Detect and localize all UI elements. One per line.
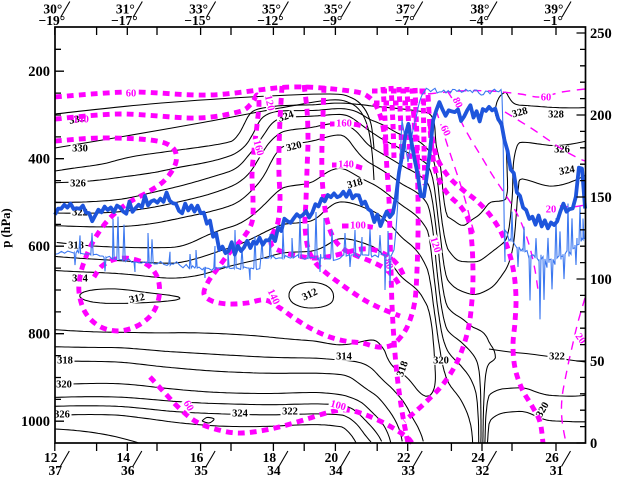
svg-text:140: 140	[338, 160, 354, 171]
svg-text:1000: 1000	[21, 414, 50, 430]
svg-text:318: 318	[346, 177, 364, 192]
svg-text:328: 328	[548, 110, 564, 121]
svg-text:50: 50	[590, 354, 605, 370]
svg-text:33°: 33°	[189, 2, 208, 17]
svg-text:120: 120	[262, 94, 276, 112]
svg-text:322: 322	[282, 407, 298, 418]
svg-text:34: 34	[267, 463, 281, 476]
svg-text:160: 160	[336, 119, 352, 130]
svg-text:16: 16	[190, 450, 204, 465]
svg-text:318: 318	[395, 360, 411, 379]
svg-text:26: 26	[545, 450, 559, 465]
svg-text:33: 33	[401, 463, 415, 476]
svg-text:14: 14	[117, 450, 131, 465]
svg-text:36: 36	[121, 463, 135, 476]
svg-text:31°: 31°	[116, 2, 135, 17]
svg-text:322: 322	[72, 208, 88, 219]
svg-text:312: 312	[128, 292, 146, 306]
svg-text:20: 20	[572, 332, 587, 347]
svg-text:−15°: −15°	[184, 13, 211, 28]
svg-text:−7°: −7°	[395, 13, 415, 28]
svg-text:326: 326	[554, 145, 570, 156]
svg-text:−12°: −12°	[257, 13, 284, 28]
svg-text:322: 322	[549, 352, 565, 363]
svg-text:60: 60	[438, 124, 452, 138]
svg-text:−9°: −9°	[322, 13, 342, 28]
svg-text:326: 326	[70, 179, 86, 190]
svg-text:60: 60	[541, 93, 552, 104]
svg-text:−17°: −17°	[111, 13, 138, 28]
svg-text:35: 35	[194, 463, 208, 476]
svg-text:800: 800	[28, 327, 50, 343]
svg-text:−4°: −4°	[469, 13, 489, 28]
svg-text:200: 200	[28, 64, 50, 80]
svg-text:120: 120	[427, 236, 442, 254]
svg-text:34: 34	[329, 463, 343, 476]
svg-text:140: 140	[73, 115, 89, 126]
svg-text:200: 200	[590, 108, 612, 124]
svg-text:330: 330	[72, 144, 88, 155]
svg-text:400: 400	[28, 152, 50, 168]
svg-text:35°: 35°	[262, 2, 281, 17]
svg-text:30°: 30°	[43, 2, 62, 17]
svg-text:20: 20	[546, 205, 557, 216]
svg-text:80: 80	[450, 96, 464, 110]
svg-text:37°: 37°	[396, 2, 415, 17]
svg-text:35°: 35°	[324, 2, 343, 17]
svg-text:320: 320	[285, 140, 303, 154]
svg-text:37: 37	[49, 463, 63, 476]
svg-text:320: 320	[433, 356, 449, 367]
svg-text:0: 0	[590, 436, 597, 452]
svg-text:314: 314	[336, 352, 353, 363]
svg-text:328: 328	[511, 106, 529, 121]
svg-text:160: 160	[251, 139, 266, 157]
svg-text:p (hPa): p (hPa)	[0, 208, 13, 247]
svg-text:31: 31	[550, 463, 564, 476]
svg-text:324: 324	[558, 164, 576, 178]
svg-text:−1°: −1°	[543, 13, 563, 28]
svg-text:60: 60	[126, 89, 137, 100]
svg-text:600: 600	[28, 239, 50, 255]
svg-text:32: 32	[476, 463, 490, 476]
svg-text:150: 150	[590, 190, 612, 206]
svg-text:12: 12	[44, 450, 58, 465]
svg-text:−19°: −19°	[39, 13, 66, 28]
svg-text:324: 324	[232, 409, 249, 420]
svg-text:100: 100	[329, 399, 347, 414]
svg-text:100: 100	[350, 221, 366, 232]
svg-text:320: 320	[56, 380, 72, 391]
svg-text:318: 318	[68, 241, 84, 252]
svg-text:60: 60	[181, 399, 196, 414]
svg-text:318: 318	[57, 356, 73, 367]
svg-text:38°: 38°	[471, 2, 490, 17]
svg-text:24: 24	[471, 450, 485, 465]
svg-text:20: 20	[325, 450, 339, 465]
svg-text:39°: 39°	[545, 2, 564, 17]
svg-text:250: 250	[590, 26, 612, 42]
svg-text:100: 100	[590, 272, 612, 288]
svg-text:18: 18	[263, 450, 277, 465]
svg-text:326: 326	[54, 410, 70, 421]
svg-text:22: 22	[397, 450, 411, 465]
